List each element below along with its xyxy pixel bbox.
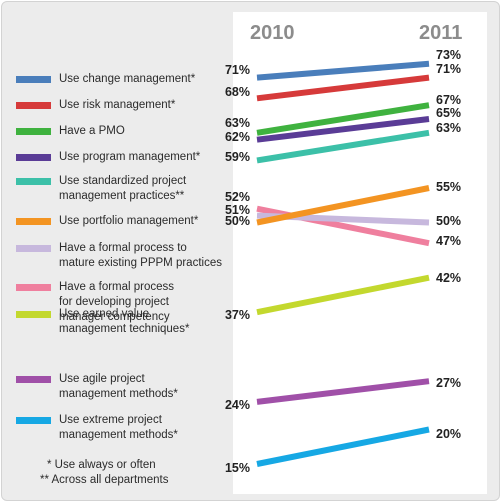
legend-label-line: Use risk management* [59, 99, 176, 111]
legend-swatch [16, 178, 51, 185]
data-label-2010: 62% [225, 130, 250, 144]
legend-label-line: Use agile project [59, 373, 145, 385]
data-label-2011: 27% [436, 376, 461, 390]
data-label-2010: 24% [225, 398, 250, 412]
legend-label-line: Have a formal process to [59, 242, 187, 254]
legend-swatch [16, 102, 51, 109]
data-label-2011: 47% [436, 234, 461, 248]
legend-label: Have a formal process to mature existing … [59, 241, 234, 271]
legend-label: Use standardized project management pract… [59, 174, 234, 204]
data-label-2011: 50% [436, 214, 461, 228]
legend-label: Use program management* [59, 150, 234, 165]
data-label-2010: 50% [225, 214, 250, 228]
legend-label-line: Have a formal process [59, 281, 175, 293]
data-label-2011: 71% [436, 62, 461, 76]
legend-swatch [16, 284, 51, 291]
legend-swatch [16, 245, 51, 252]
data-label-2010: 63% [225, 116, 250, 130]
plot-area [233, 12, 487, 494]
legend-label-line: manager competency [59, 311, 170, 323]
legend-swatch [16, 417, 51, 424]
legend-swatch [16, 128, 51, 135]
series-line [256, 116, 430, 143]
legend-label-line: mature existing PPPM practices [59, 257, 222, 269]
data-label-2011: 42% [436, 271, 461, 285]
series-line [256, 60, 430, 81]
data-label-2011: 55% [436, 180, 461, 194]
legend-label-line: management methods* [59, 388, 178, 400]
footnote-single-star: * Use always or often [47, 459, 156, 471]
series-line [256, 102, 430, 136]
legend-label: Have a formal process for developing proj… [59, 280, 234, 325]
series-line [256, 74, 430, 102]
legend-label: Have a PMO [59, 124, 234, 139]
data-label-2010: 59% [225, 150, 250, 164]
legend-label: Use change management* [59, 72, 234, 87]
data-label-2010: 51% [225, 203, 250, 217]
legend-label: Use extreme project management methods* [59, 413, 234, 443]
data-label-2011: 20% [436, 427, 461, 441]
legend-swatch [16, 154, 51, 161]
legend-label-line: management techniques* [59, 323, 190, 335]
legend-label: Use risk management* [59, 98, 234, 113]
data-label-2011: 65% [436, 106, 461, 120]
legend-label-line: Use standardized project [59, 175, 187, 187]
series-line [256, 129, 430, 164]
legend-label-line: Use program management* [59, 151, 201, 163]
data-label-2010: 71% [225, 63, 250, 77]
series-line [256, 426, 430, 467]
legend-swatch [16, 76, 51, 83]
footnote-double-star: ** Across all departments [40, 474, 169, 486]
x-label-2010: 2010 [250, 22, 295, 44]
legend-swatch [16, 218, 51, 225]
series-line [256, 185, 430, 226]
x-label-2011: 2011 [419, 22, 462, 44]
data-label-2011: 73% [436, 48, 461, 62]
legend-label-line: management practices** [59, 190, 185, 202]
legend-label: Use agile project management methods* [59, 372, 234, 402]
data-label-2010: 37% [225, 308, 250, 322]
legend-label-line: for developing project [59, 296, 169, 308]
series-line [256, 378, 430, 405]
legend-swatch [16, 311, 51, 318]
data-label-2010: 68% [225, 85, 250, 99]
legend-label-line: Use portfolio management* [59, 215, 199, 227]
legend-swatch [16, 376, 51, 383]
data-label-2010: 52% [225, 190, 250, 204]
legend-label-line: Use change management* [59, 73, 196, 85]
data-label-2010: 15% [225, 461, 250, 475]
data-label-2011: 67% [436, 93, 461, 107]
legend-label-line: management methods* [59, 429, 178, 441]
series-line [256, 274, 430, 316]
legend-label-line: Have a PMO [59, 125, 125, 137]
legend-label: Use earned value management techniques* [59, 307, 234, 337]
footnotes: * Use always or often ** Across all depa… [40, 458, 168, 488]
legend-label: Use portfolio management* [59, 214, 234, 229]
data-label-2011: 63% [436, 121, 461, 135]
legend-label-line: Use extreme project [59, 414, 162, 426]
legend-label-line: Use earned value [59, 308, 150, 320]
